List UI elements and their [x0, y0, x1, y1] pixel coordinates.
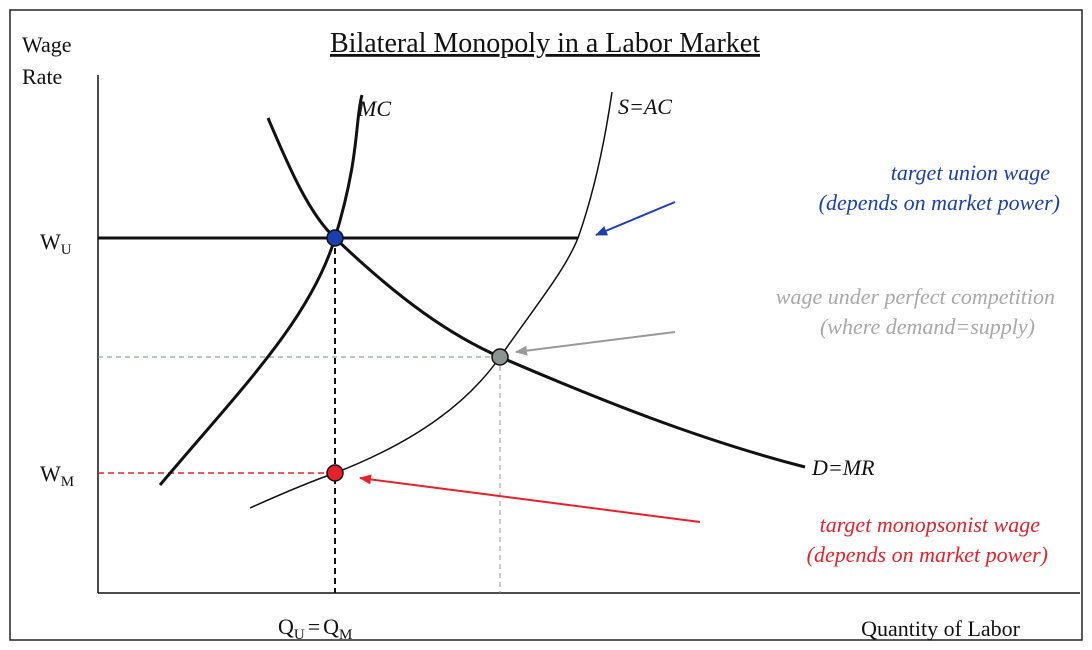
supply-label: S=AC [618, 94, 672, 119]
union-annotation: target union wage [891, 160, 1051, 185]
y-axis-label: Rate [22, 64, 62, 89]
competition-point [491, 348, 509, 366]
union-point [326, 229, 344, 247]
monopsony-point [326, 464, 344, 482]
demand-label: D=MR [811, 455, 875, 480]
supply-curve [249, 91, 613, 509]
quantity-label: QU = QM [278, 614, 352, 643]
wage-union-label: WU [40, 229, 72, 258]
union-arrow [595, 201, 676, 236]
mc-curve [158, 94, 364, 486]
x-axis-label: Quantity of Labor [861, 616, 1021, 641]
union-annotation: (depends on market power) [819, 190, 1060, 215]
demand-curve [266, 117, 806, 469]
frame [9, 9, 1083, 641]
monopsony-annotation: (depends on market power) [807, 542, 1048, 567]
competition-arrow [515, 331, 676, 356]
title: Bilateral Monopoly in a Labor Market [330, 28, 760, 59]
competition-annotation: wage under perfect competition [776, 284, 1055, 309]
y-axis-label: Wage [22, 32, 72, 57]
monopsony-annotation: target monopsonist wage [820, 512, 1041, 537]
competition-annotation: (where demand=supply) [820, 314, 1035, 339]
wage-monopsony-label: WM [40, 461, 74, 490]
mc-label: MC [357, 96, 391, 121]
monopsony-arrow [359, 474, 701, 523]
